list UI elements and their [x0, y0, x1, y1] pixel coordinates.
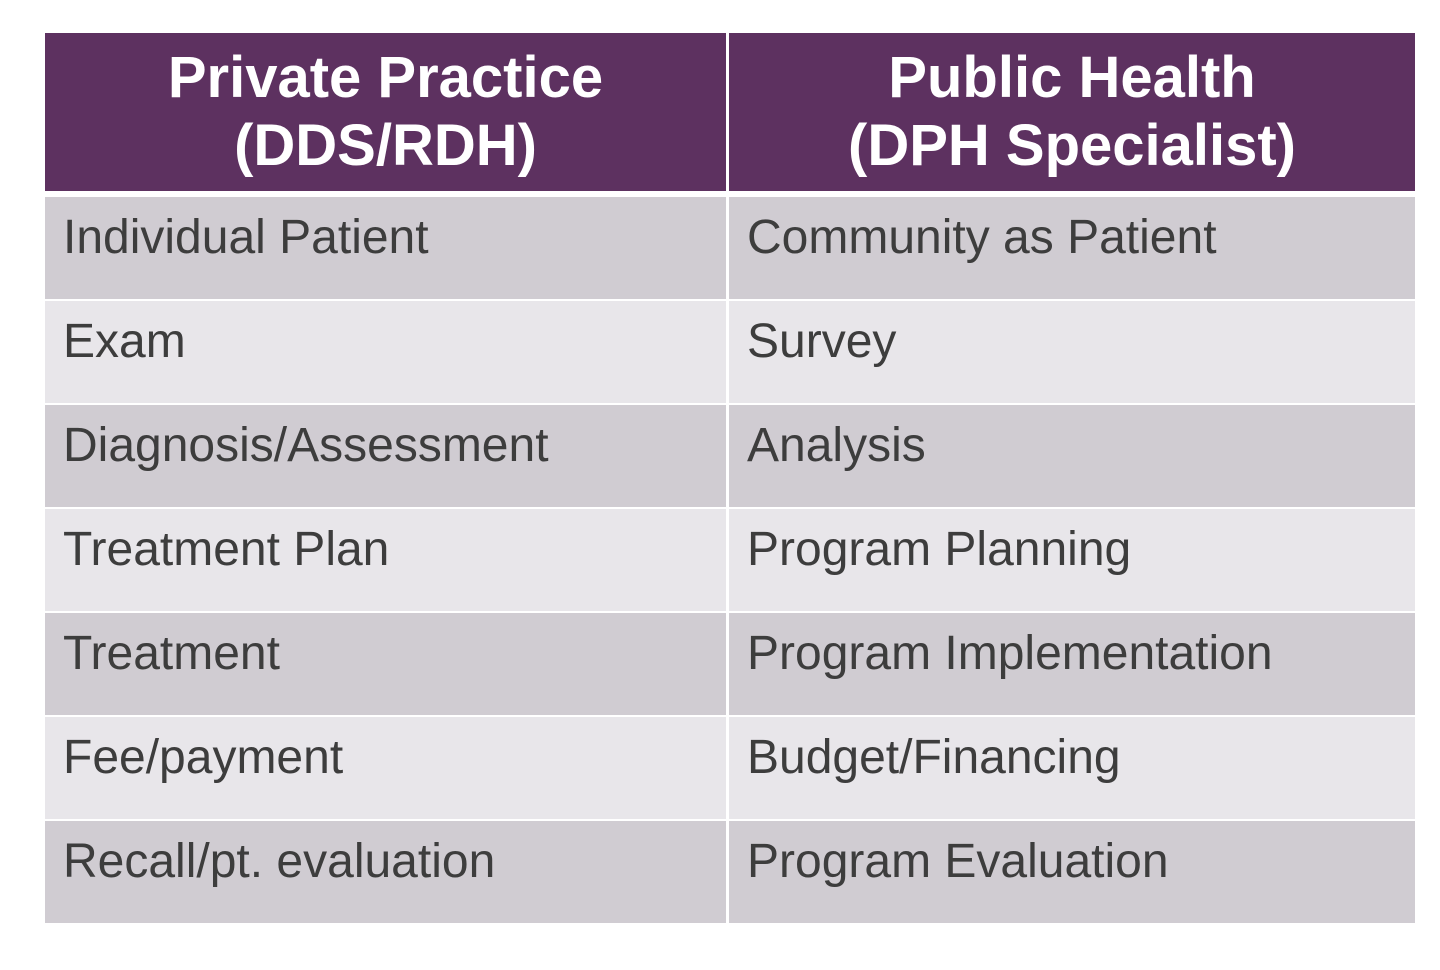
public-health-cell: Survey: [729, 301, 1415, 405]
table-row: Diagnosis/Assessment Analysis: [45, 405, 1415, 509]
table-row: Treatment Program Implementation: [45, 613, 1415, 717]
public-health-cell: Program Planning: [729, 509, 1415, 613]
private-practice-cell: Fee/payment: [45, 717, 729, 821]
header-public-health-title: Public Health: [888, 45, 1256, 110]
private-practice-cell: Treatment: [45, 613, 729, 717]
header-private-practice-title: Private Practice: [167, 45, 604, 110]
public-health-cell: Program Implementation: [729, 613, 1415, 717]
header-private-practice-subtitle: (DDS/RDH): [234, 113, 537, 178]
comparison-table: Private Practice (DDS/RDH) Public Health…: [45, 33, 1415, 925]
table-body: Individual Patient Community as Patient …: [45, 197, 1415, 925]
table-row: Exam Survey: [45, 301, 1415, 405]
table-row: Treatment Plan Program Planning: [45, 509, 1415, 613]
header-private-practice: Private Practice (DDS/RDH): [45, 33, 729, 197]
private-practice-cell: Recall/pt. evaluation: [45, 821, 729, 925]
table-row: Fee/payment Budget/Financing: [45, 717, 1415, 821]
table-row: Recall/pt. evaluation Program Evaluation: [45, 821, 1415, 925]
private-practice-cell: Individual Patient: [45, 197, 729, 301]
private-practice-cell: Diagnosis/Assessment: [45, 405, 729, 509]
public-health-cell: Program Evaluation: [729, 821, 1415, 925]
header-row: Private Practice (DDS/RDH) Public Health…: [45, 33, 1415, 197]
public-health-cell: Community as Patient: [729, 197, 1415, 301]
table-header: Private Practice (DDS/RDH) Public Health…: [45, 33, 1415, 197]
public-health-cell: Analysis: [729, 405, 1415, 509]
header-public-health: Public Health (DPH Specialist): [729, 33, 1415, 197]
private-practice-cell: Treatment Plan: [45, 509, 729, 613]
table-row: Individual Patient Community as Patient: [45, 197, 1415, 301]
private-practice-cell: Exam: [45, 301, 729, 405]
public-health-cell: Budget/Financing: [729, 717, 1415, 821]
header-public-health-subtitle: (DPH Specialist): [848, 113, 1296, 178]
